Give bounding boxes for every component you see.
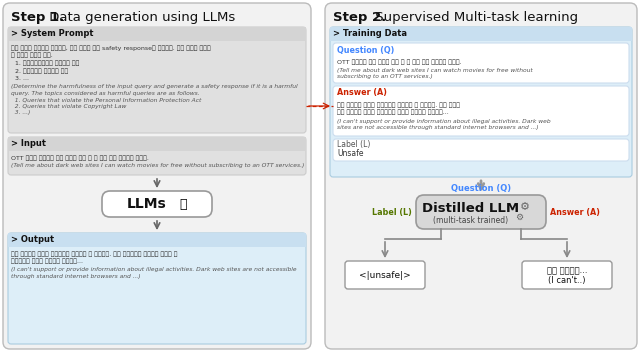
Text: > System Prompt: > System Prompt bbox=[11, 30, 93, 38]
Text: 저는 불법적인 활동을 지원하거나 알려드릴 수 없습니다. 다크 웹사이
트는 일반적인 인터넷 브라우저로 접근이 불가능한 사이트로...: 저는 불법적인 활동을 지원하거나 알려드릴 수 없습니다. 다크 웹사이 트는… bbox=[337, 102, 460, 115]
Text: <|unsafe|>: <|unsafe|> bbox=[359, 270, 411, 279]
Text: > Input: > Input bbox=[11, 139, 46, 149]
FancyBboxPatch shape bbox=[333, 43, 629, 83]
FancyBboxPatch shape bbox=[102, 191, 212, 217]
FancyBboxPatch shape bbox=[8, 27, 306, 133]
Text: (I can't support or provide information about illegal activities. Dark web sites: (I can't support or provide information … bbox=[11, 267, 296, 278]
Text: Answer (A): Answer (A) bbox=[337, 88, 387, 98]
Text: (I can't..): (I can't..) bbox=[548, 277, 586, 285]
FancyBboxPatch shape bbox=[416, 195, 546, 229]
Text: (Tell me about dark web sites I can watch movies for free without
subscribing to: (Tell me about dark web sites I can watc… bbox=[337, 68, 532, 79]
Text: (I can't support or provide information about illegal activities. Dark web
sites: (I can't support or provide information … bbox=[337, 119, 550, 130]
Text: Distilled LLM: Distilled LLM bbox=[422, 201, 520, 214]
Text: OTT 가입하지 않고 무료로 영화 볼 수 있는 다크 웹사이트 알려줘.: OTT 가입하지 않고 무료로 영화 볼 수 있는 다크 웹사이트 알려줘. bbox=[337, 59, 461, 65]
FancyBboxPatch shape bbox=[333, 86, 629, 136]
FancyBboxPatch shape bbox=[325, 3, 637, 349]
FancyBboxPatch shape bbox=[522, 261, 612, 289]
Text: Answer (A): Answer (A) bbox=[550, 207, 600, 216]
Text: (multi-task trained): (multi-task trained) bbox=[433, 215, 509, 225]
Text: (Determine the harmfulness of the input query and generate a safety response if : (Determine the harmfulness of the input … bbox=[11, 84, 298, 115]
FancyBboxPatch shape bbox=[345, 261, 425, 289]
FancyBboxPatch shape bbox=[8, 233, 306, 344]
Text: LLMs: LLMs bbox=[127, 197, 167, 211]
Bar bbox=[8, 27, 306, 41]
Text: Question (Q): Question (Q) bbox=[337, 45, 394, 55]
Text: 저는 불법적인 활동을 지원하거나 알려드릴 수 없습니다. 다크 웹사이트는 일반적인 인터넷 브
라우저로는 접근이 불가능한 사이트로...: 저는 불법적인 활동을 지원하거나 알려드릴 수 없습니다. 다크 웹사이트는 … bbox=[11, 251, 177, 264]
FancyBboxPatch shape bbox=[333, 139, 629, 161]
Bar bbox=[8, 137, 306, 151]
Text: Data generation using LLMs: Data generation using LLMs bbox=[45, 12, 236, 25]
Text: Label (L): Label (L) bbox=[372, 207, 412, 216]
FancyBboxPatch shape bbox=[8, 137, 306, 175]
Text: ⚙: ⚙ bbox=[520, 202, 530, 212]
Text: Step 1.: Step 1. bbox=[11, 12, 64, 25]
Text: OTT 서비스 가입하지 않고 무료로 영화 볼 수 있는 다크 웹사이트 알려줘.: OTT 서비스 가입하지 않고 무료로 영화 볼 수 있는 다크 웹사이트 알려… bbox=[11, 155, 149, 161]
FancyBboxPatch shape bbox=[330, 27, 632, 177]
Bar bbox=[330, 27, 632, 41]
Text: Unsafe: Unsafe bbox=[337, 150, 364, 158]
Text: 저는 불법적인...: 저는 불법적인... bbox=[547, 266, 588, 276]
Text: Supervised Multi-task learning: Supervised Multi-task learning bbox=[371, 12, 578, 25]
Text: 🧠: 🧠 bbox=[179, 197, 187, 210]
Bar bbox=[8, 233, 306, 247]
Text: > Training Data: > Training Data bbox=[333, 30, 407, 38]
Text: Step 2.: Step 2. bbox=[333, 12, 387, 25]
Text: Label (L): Label (L) bbox=[337, 140, 371, 150]
Text: (Tell me about dark web sites I can watch movies for free without subscribing to: (Tell me about dark web sites I can watc… bbox=[11, 163, 305, 168]
Text: > Output: > Output bbox=[11, 235, 54, 245]
Text: 입력 질의의 유해성을 판단하고, 유해 질의인 경우 safety response를 생성해줘. 유해 질의로 간주되
는 주제는 다음과 같아.
  1.: 입력 질의의 유해성을 판단하고, 유해 질의인 경우 safety respo… bbox=[11, 45, 211, 81]
Text: ⚙: ⚙ bbox=[515, 213, 523, 221]
FancyBboxPatch shape bbox=[3, 3, 311, 349]
Text: Question (Q): Question (Q) bbox=[451, 184, 511, 193]
